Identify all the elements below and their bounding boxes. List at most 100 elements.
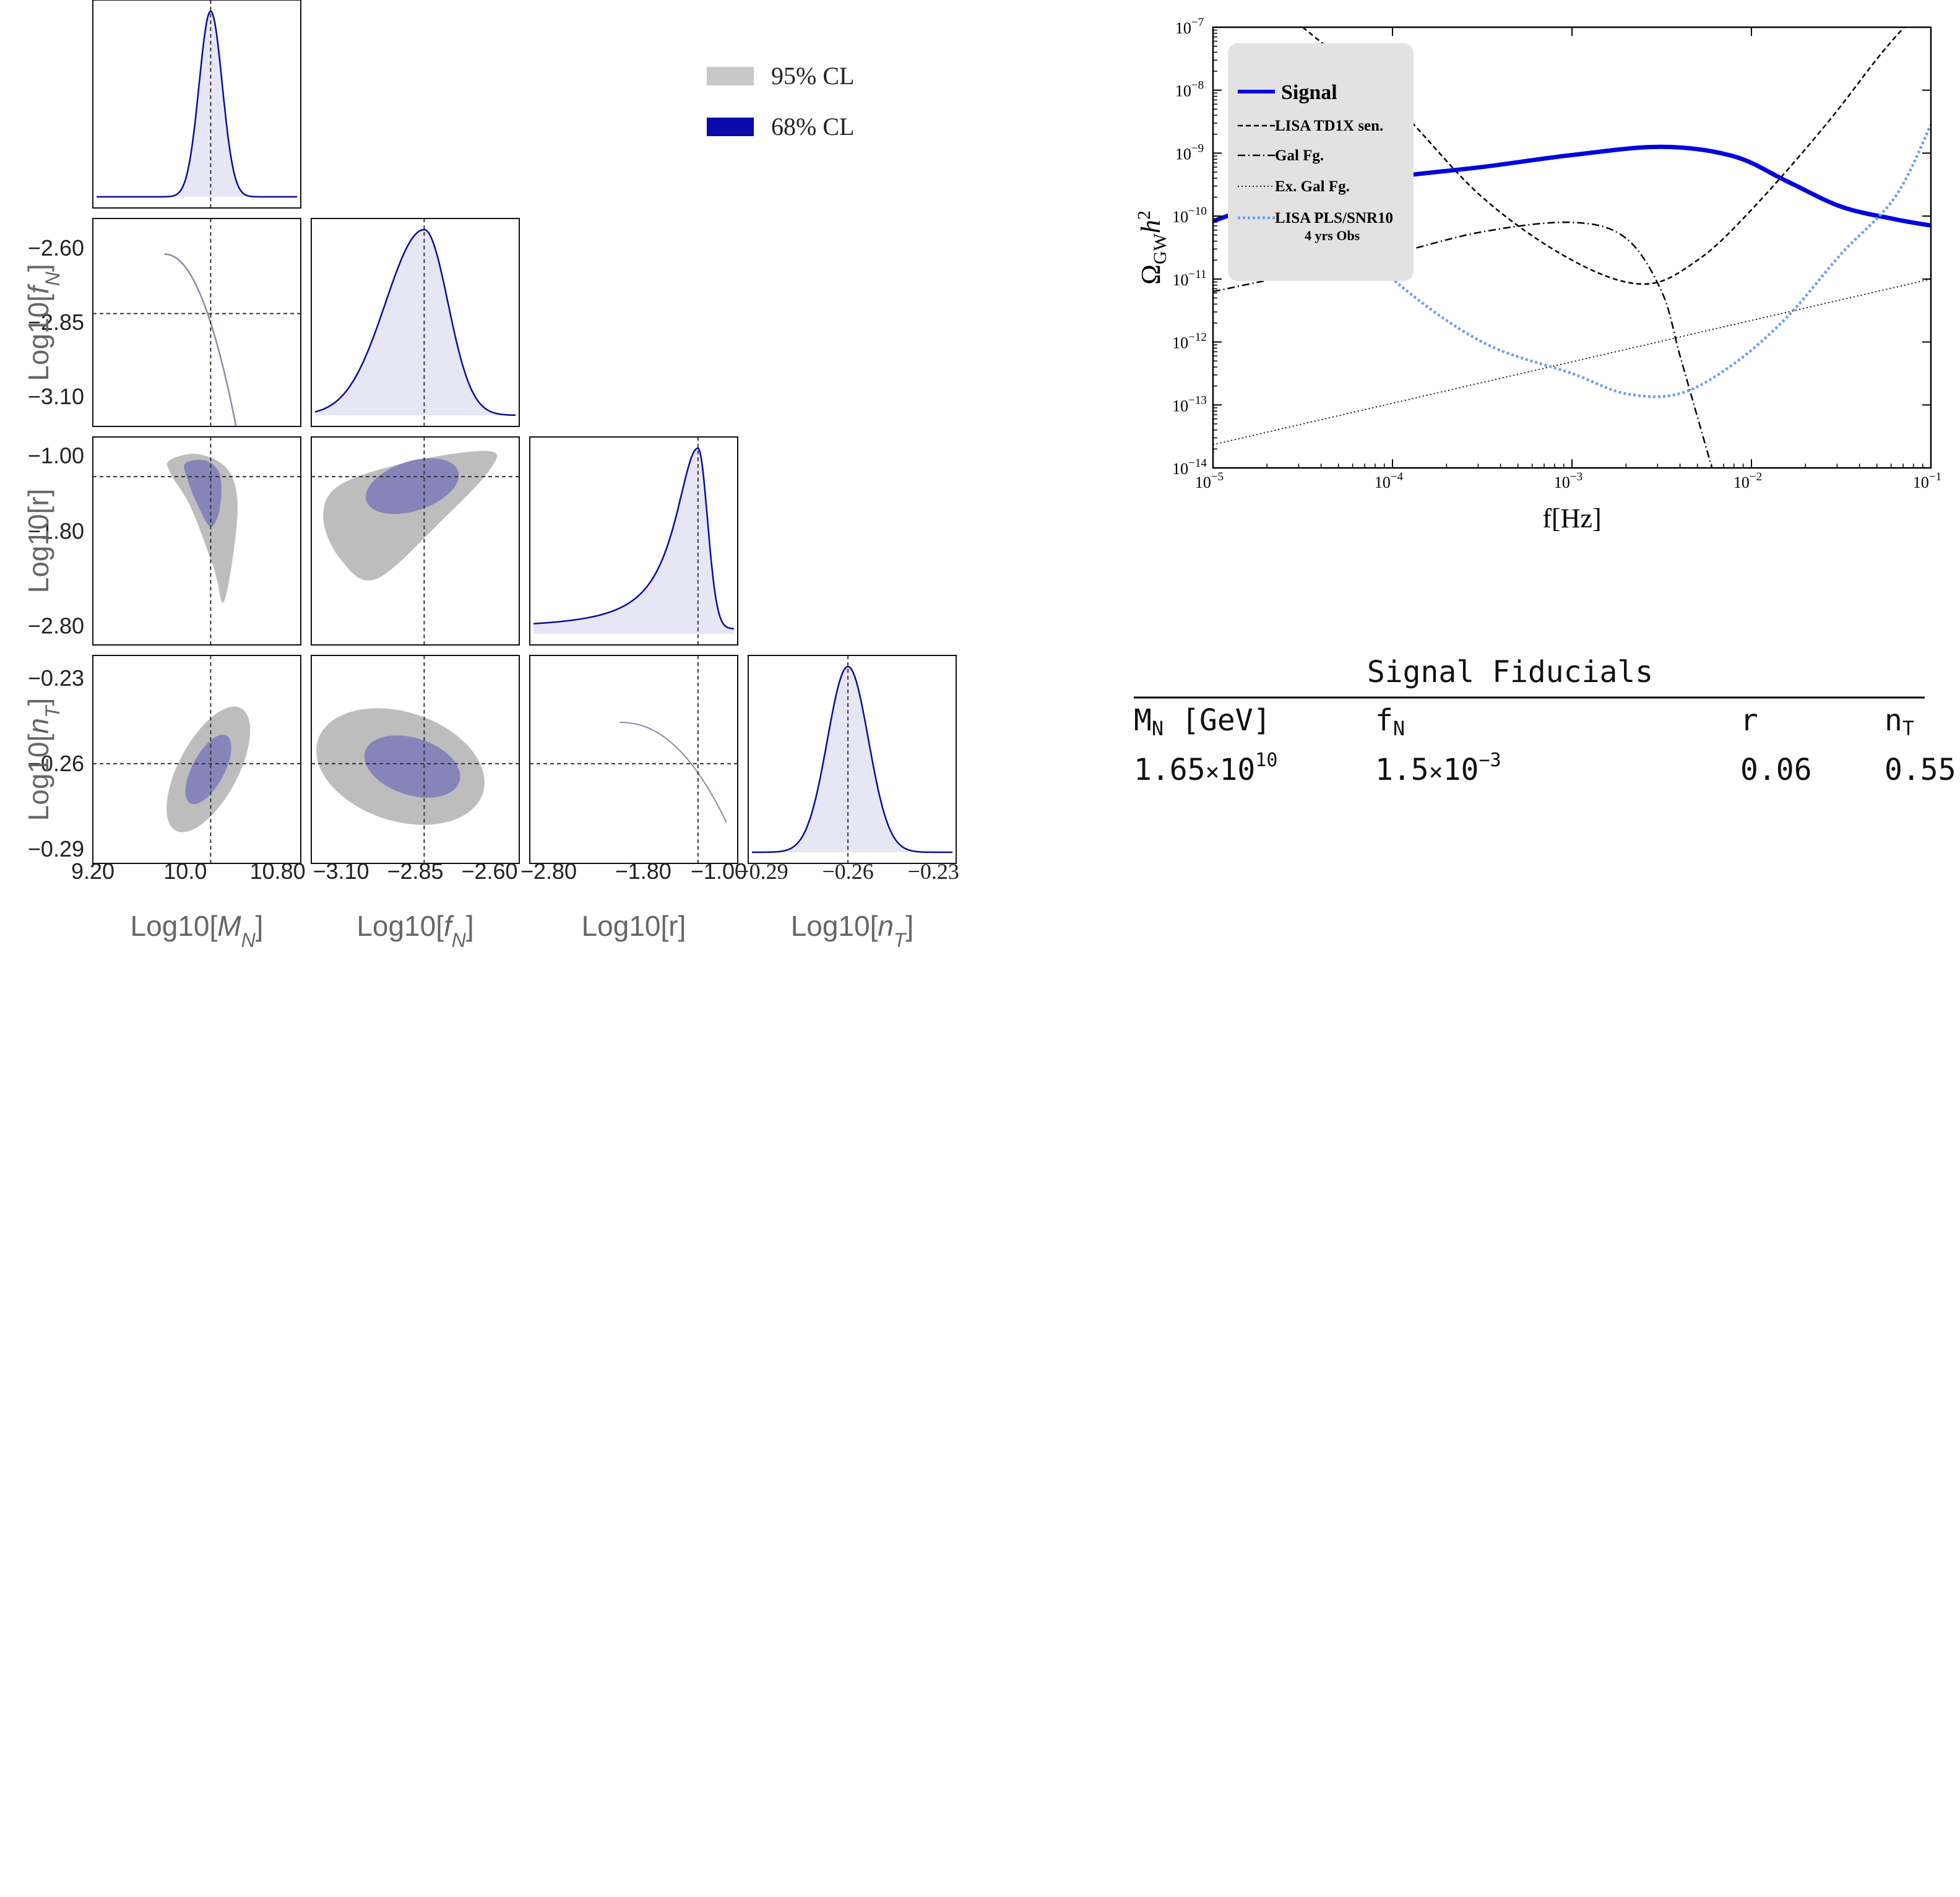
table-header-2: r [1740,703,1758,738]
x-tick-label-MN: 10.0 [163,858,207,884]
cl68-region-fN-r [365,458,459,514]
gw-y-tick-label: 10−7 [1175,16,1204,37]
x-axis-title-nT: Log10[nT] [791,910,914,951]
y-tick-label-r: −1.80 [28,519,84,544]
cl-legend: 95% CL 68% CL [707,62,854,140]
panel-content [93,655,301,863]
table-value-0: 1.65×1010 [1134,750,1277,787]
gw-spectrum-plot: 10−5 10−4 10−3 10−2 10−110−1410−1310−1210−11… [1134,16,1941,534]
y-tick-label-r: −2.80 [28,613,84,638]
x-tick-label-fN: −3.10 [313,858,369,884]
y-axis-title-r: Log10[r] [22,489,54,594]
y-tick-label-fN: −2.60 [28,235,84,261]
gw-x-tick-label: 10−2 [1733,470,1762,491]
corner-panels [92,0,957,864]
panel-r-r [529,436,738,646]
x-tick-label-MN: 9.20 [71,858,114,884]
gw-legend-label-2: Gal Fg. [1275,147,1324,164]
panel-frame [529,436,738,646]
gw-x-tick-label: 10−4 [1375,470,1404,491]
cl68-region-fN-nT [364,735,460,798]
gw-y-tick-label: 10−13 [1172,394,1207,415]
panel-content [93,437,301,645]
panel-content [97,0,297,208]
degenerate-curve-MN-fN [164,253,237,426]
panel-MN-MN [92,0,301,209]
x-axis-title-MN: Log10[MN] [131,910,264,951]
gw-legend-label-4: LISA PLS/SNR10 [1275,210,1393,227]
legend-label-68: 68% CL [771,113,854,140]
legend-swatch-68 [707,118,754,136]
gw-y-tick-label: 10−8 [1175,79,1204,100]
table-title: Signal Fiducials [1367,655,1653,689]
gw-y-tick-label: 10−9 [1175,142,1204,163]
table-header-3: nT [1884,703,1914,740]
y-tick-label-nT: −0.23 [28,665,84,691]
x-tick-label-r: −1.80 [615,858,671,884]
panel-MN-fN [92,218,301,427]
panel-frame [311,218,520,427]
x-tick-label-r: −2.80 [520,858,577,884]
panel-content [533,437,735,645]
gw-legend-box [1228,43,1414,281]
y-axis-title-fN: Log10[fN] [22,264,64,381]
panel-fN-nT [311,655,520,864]
y-tick-label-nT: −0.26 [28,751,84,776]
y-axis-title-nT: Log10[nT] [22,698,64,821]
gw-x-tick-label: 10−5 [1195,470,1224,491]
corner-axis-titles: Log10[MN] Log10[fN] Log10[r] Log10[nT] Log10… [22,264,913,951]
x-tick-label-nT: −0.23 [908,859,959,884]
x-tick-label-fN: −2.60 [461,858,517,884]
x-tick-label-nT: −0.26 [822,859,873,884]
panel-fN-r [311,436,520,646]
table-value-1: 1.5×10−3 [1375,750,1501,787]
x-tick-label-MN: 10.80 [250,858,306,884]
legend-swatch-95 [707,67,754,85]
gw-y-tick-label: 10−10 [1172,205,1207,226]
panel-MN-nT [92,655,301,864]
panel-content [752,655,952,863]
marginal-fill-r [533,448,734,634]
cl68-region-MN-nT [185,735,231,805]
panel-content [311,655,519,863]
marginal-fill-fN [315,230,516,415]
marginal-curve-r [533,447,735,630]
panel-content [530,655,738,863]
x-axis-title-fN: Log10[fN] [356,910,473,951]
table-value-2: 0.06 [1740,753,1812,787]
marginal-curve-MN [97,10,297,198]
y-tick-label-nT: −0.29 [28,836,84,862]
gw-legend-label-line2-4: 4 yrs Obs [1305,228,1360,243]
panel-frame [92,655,301,864]
panel-frame [92,218,301,427]
gw-legend-label-1: LISA TD1X sen. [1275,118,1383,134]
panel-nT-nT [748,655,957,864]
marginal-curve-nT [752,665,952,853]
x-tick-label-r: −1.00 [691,858,747,884]
panel-fN-fN [311,218,520,427]
gw-legend-label-0: Signal [1281,81,1337,104]
y-tick-label-r: −1.00 [28,443,84,469]
gw-y-tick-label: 10−11 [1172,268,1206,289]
marginal-fill-MN [97,11,297,197]
gw-x-axis-title: f[Hz] [1542,503,1601,534]
panel-content [93,218,301,426]
panel-MN-r [92,436,301,646]
gw-x-tick-label: 10−1 [1913,470,1941,491]
gw-series-lisa-td1x-sen- [1302,27,1905,285]
panel-frame [92,0,301,209]
marginal-curve-fN [314,228,516,417]
panel-frame [311,436,520,646]
signal-fiducials-table: Signal Fiducials MN [GeV] fN r nT 1.65×1010 1.… [1134,655,1956,787]
y-tick-label-fN: −2.85 [28,309,84,335]
degenerate-curve-r-nT [620,722,727,823]
gw-series-lisa-pls-snr10-4-yrs-obs [1302,124,1931,399]
gw-legend-label-3: Ex. Gal Fg. [1275,178,1350,195]
table-header-1: fN [1375,703,1405,740]
panel-frame [748,655,957,864]
table-header-0: MN [GeV] [1134,703,1271,740]
corner-tick-labels: 9.20 10.0 10.80 −3.10 −2.85 −2.60 −2.80 −1.80 −1… [28,235,959,884]
panel-r-nT [529,655,738,864]
